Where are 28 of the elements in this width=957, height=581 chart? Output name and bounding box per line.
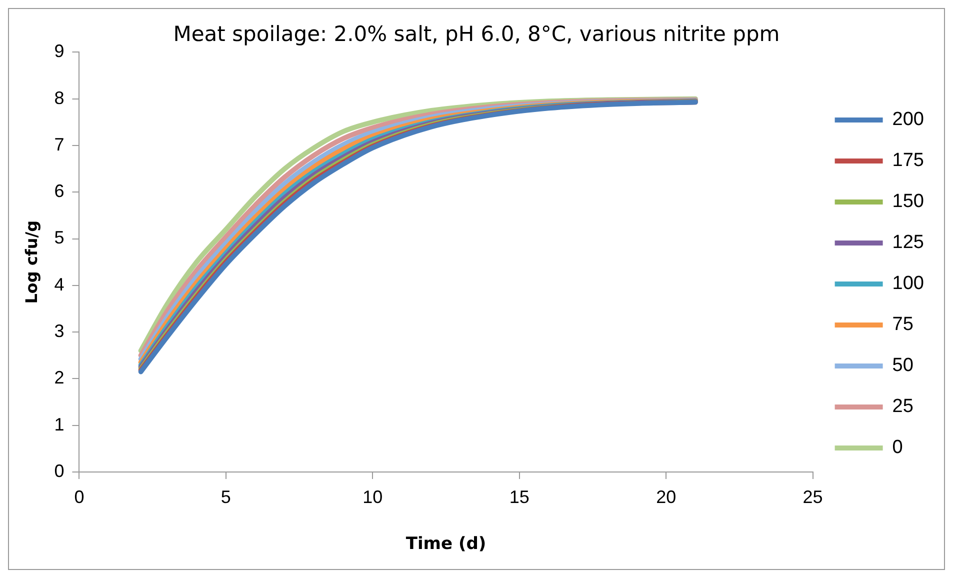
x-tick-label: 25	[802, 486, 823, 507]
legend-label: 200	[892, 109, 924, 130]
y-tick-label: 0	[54, 460, 64, 481]
legend-label: 175	[892, 150, 924, 172]
x-axis-title: Time (d)	[406, 534, 486, 554]
chart-title: Meat spoilage: 2.0% salt, pH 6.0, 8°C, various nitrite ppm	[173, 22, 780, 46]
y-axis-title: Log cfu/g	[22, 220, 41, 304]
legend-label: 100	[892, 273, 924, 294]
y-tick-label: 6	[54, 181, 64, 202]
y-tick-label: 7	[54, 134, 64, 154]
x-tick-label: 20	[656, 486, 676, 507]
legend-label: 75	[892, 314, 914, 336]
legend-label: 125	[892, 232, 924, 254]
y-tick-label: 8	[54, 88, 64, 108]
x-tick-label: 15	[509, 486, 530, 507]
y-tick-label: 5	[54, 228, 64, 248]
x-tick-label: 0	[74, 486, 84, 507]
y-tick-label: 1	[54, 414, 64, 434]
y-tick-label: 2	[54, 368, 64, 388]
y-tick-label: 4	[54, 274, 64, 294]
x-tick-label: 10	[362, 486, 383, 507]
y-tick-label: 3	[54, 321, 64, 342]
legend-label: 0	[892, 437, 903, 458]
y-tick-label: 9	[54, 41, 64, 62]
legend-label: 50	[892, 355, 914, 376]
legend-label: 25	[892, 396, 914, 418]
x-tick-label: 5	[220, 486, 231, 507]
legend-label: 150	[892, 191, 924, 212]
